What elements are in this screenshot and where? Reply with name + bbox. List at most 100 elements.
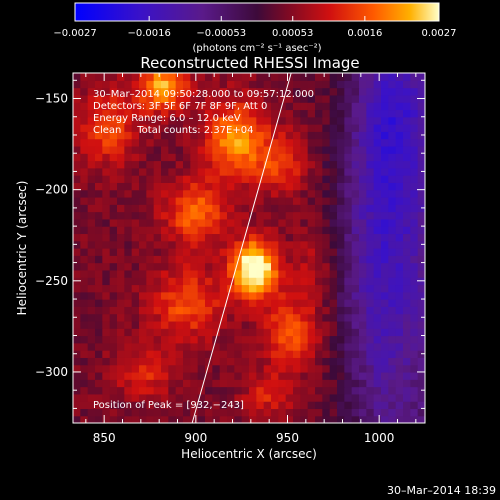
- heatmap-cell: [124, 335, 133, 344]
- heatmap-cell: [153, 357, 162, 366]
- heatmap-cell: [285, 175, 294, 183]
- heatmap-cell: [337, 248, 345, 256]
- heatmap-cell: [227, 313, 235, 322]
- heatmap-cell: [278, 87, 287, 96]
- heatmap-cell: [351, 269, 360, 278]
- heatmap-cell: [197, 240, 206, 249]
- heatmap-cell: [403, 371, 411, 380]
- heatmap-cell: [219, 299, 228, 307]
- heatmap-cell: [124, 196, 133, 205]
- heatmap-cell: [197, 408, 206, 417]
- heatmap-cell: [381, 364, 389, 373]
- heatmap-cell: [337, 401, 345, 410]
- heatmap-cell: [227, 124, 235, 132]
- heatmap-cell: [359, 153, 367, 162]
- heatmap-cell: [102, 371, 111, 380]
- heatmap-cell: [344, 124, 353, 132]
- heatmap-cell: [351, 102, 360, 111]
- heatmap-cell: [307, 124, 316, 132]
- heatmap-cell: [95, 371, 103, 380]
- heatmap-cell: [197, 102, 206, 111]
- heatmap-cell: [403, 255, 411, 264]
- heatmap-cell: [381, 204, 389, 213]
- heatmap-cell: [263, 255, 272, 264]
- heatmap-cell: [227, 160, 235, 169]
- heatmap-cell: [300, 335, 309, 344]
- heatmap-cell: [131, 87, 140, 96]
- heatmap-cell: [80, 415, 89, 423]
- heatmap-cell: [139, 379, 147, 388]
- heatmap-cell: [87, 204, 96, 213]
- heatmap-cell: [197, 269, 206, 278]
- heatmap-cell: [131, 393, 140, 402]
- heatmap-cell: [102, 401, 111, 410]
- heatmap-cell: [234, 145, 243, 154]
- heatmap-cell: [117, 299, 125, 307]
- heatmap-cell: [175, 364, 184, 373]
- heatmap-cell: [344, 328, 353, 337]
- heatmap-cell: [161, 145, 169, 154]
- heatmap-cell: [315, 357, 323, 366]
- heatmap-cell: [417, 211, 425, 220]
- heatmap-cell: [102, 393, 111, 402]
- heatmap-cell: [205, 218, 213, 227]
- heatmap-cell: [366, 371, 375, 380]
- heatmap-cell: [146, 153, 155, 162]
- heatmap-cell: [359, 284, 367, 293]
- heatmap-cell: [161, 153, 169, 162]
- heatmap-cell: [227, 138, 235, 147]
- heatmap-cell: [139, 269, 147, 278]
- heatmap-cell: [293, 357, 301, 366]
- heatmap-cell: [403, 342, 411, 351]
- heatmap-cell: [278, 196, 287, 205]
- heatmap-cell: [80, 255, 89, 264]
- heatmap-cell: [219, 131, 228, 140]
- heatmap-cell: [337, 167, 345, 176]
- heatmap-cell: [131, 350, 140, 358]
- heatmap-cell: [351, 211, 360, 220]
- heatmap-cell: [373, 138, 382, 147]
- heatmap-cell: [417, 291, 425, 300]
- heatmap-cell: [344, 167, 353, 176]
- heatmap-cell: [417, 284, 425, 293]
- heatmap-cell: [124, 277, 133, 286]
- heatmap-cell: [146, 116, 155, 125]
- heatmap-cell: [227, 408, 235, 417]
- heatmap-cell: [234, 379, 243, 388]
- heatmap-cell: [285, 342, 294, 351]
- heatmap-cell: [175, 131, 184, 140]
- heatmap-cell: [131, 386, 140, 395]
- heatmap-cell: [285, 415, 294, 423]
- heatmap-cell: [256, 277, 265, 286]
- heatmap-cell: [322, 313, 331, 322]
- heatmap-cell: [263, 204, 272, 213]
- heatmap-cell: [197, 87, 206, 96]
- heatmap-cell: [388, 94, 397, 103]
- heatmap-cell: [227, 299, 235, 307]
- heatmap-cell: [168, 211, 177, 220]
- heatmap-cell: [227, 73, 235, 81]
- heatmap-cell: [278, 277, 287, 286]
- heatmap-cell: [205, 116, 213, 125]
- heatmap-cell: [293, 109, 301, 118]
- heatmap-cell: [168, 364, 177, 373]
- heatmap-cell: [300, 182, 309, 191]
- heatmap-cell: [417, 393, 425, 402]
- heatmap-cell: [315, 335, 323, 344]
- colorbar-tick-label: 0.00053: [272, 28, 313, 39]
- heatmap-cell: [131, 379, 140, 388]
- heatmap-cell: [359, 233, 367, 242]
- heatmap-cell: [227, 116, 235, 125]
- heatmap-cell: [329, 218, 338, 227]
- heatmap-cell: [109, 269, 118, 278]
- heatmap-cell: [417, 138, 425, 147]
- heatmap-cell: [307, 218, 316, 227]
- heatmap-cell: [388, 328, 397, 337]
- heatmap-cell: [95, 124, 103, 132]
- heatmap-cell: [322, 393, 331, 402]
- heatmap-cell: [417, 262, 425, 271]
- heatmap-cell: [256, 138, 265, 147]
- heatmap-cell: [417, 73, 425, 81]
- heatmap-cell: [95, 102, 103, 111]
- heatmap-cell: [168, 189, 177, 198]
